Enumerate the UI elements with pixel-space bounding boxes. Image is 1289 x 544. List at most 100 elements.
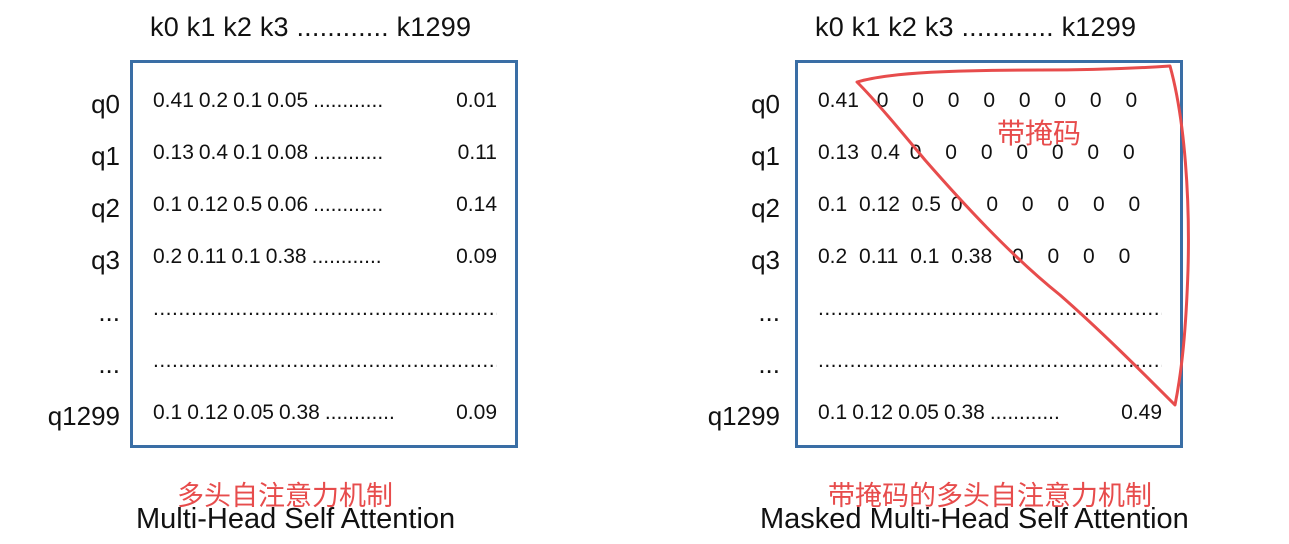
- query-label: ...: [98, 349, 120, 379]
- query-label: q1: [91, 141, 120, 171]
- query-label: q1299: [707, 401, 780, 431]
- matrix-cell: 0.12: [852, 401, 894, 424]
- attention-panel-unmasked: k0 k1 k2 k3 ............ k1299 q0 q1 q2 …: [0, 0, 640, 544]
- ellipsis-filler: ............: [311, 245, 382, 268]
- matrix-cell: 0.38: [278, 401, 320, 424]
- matrix-cell: 0.1: [233, 141, 263, 164]
- matrix-cell-last: 0.01: [456, 89, 497, 112]
- matrix-cell-last: 0.09: [456, 401, 497, 424]
- matrix-cell: 0.13: [153, 141, 194, 164]
- matrix-row: 0.1 0.12 0.05 0.38............ 0.09: [153, 398, 497, 428]
- matrix-cell: 0.1: [153, 193, 183, 216]
- query-label: q3: [91, 245, 120, 275]
- matrix-cell: 0.4: [870, 141, 900, 164]
- matrix-cell-masked: 0: [909, 141, 922, 164]
- keys-header: k0 k1 k2 k3 ............ k1299: [815, 12, 1137, 42]
- matrix-row: 0.1 0.12 0.5 0 0 0 0 0 0: [818, 190, 1162, 220]
- matrix-cell: 0.1: [910, 245, 940, 268]
- matrix-cell-masked: 0: [1125, 89, 1138, 112]
- query-label: ...: [758, 349, 780, 379]
- matrix-cell: 0.1: [818, 401, 848, 424]
- matrix-cell-masked: 0: [1087, 141, 1100, 164]
- ellipsis-filler: ............: [313, 89, 384, 112]
- matrix-cell: 0.06: [267, 193, 309, 216]
- matrix-cell: 0.38: [943, 401, 985, 424]
- matrix-cell: 0.12: [859, 193, 900, 216]
- matrix-row: 0.41 0.2 0.1 0.05............ 0.01: [153, 86, 497, 116]
- matrix-row: 0.1 0.12 0.5 0.06............ 0.14: [153, 190, 497, 220]
- matrix-cell-masked: 0: [1051, 141, 1064, 164]
- matrix-row: 0.41 0 0 0 0 0 0 0 0: [818, 86, 1162, 116]
- matrix-cell: 0.5: [911, 193, 941, 216]
- matrix-cell-masked: 0: [1016, 141, 1029, 164]
- matrix-cell: 0.11: [859, 245, 899, 268]
- matrix-cell: 0.38: [951, 245, 993, 268]
- matrix-cell: 0.2: [818, 245, 848, 268]
- matrix-cell-masked: 0: [947, 89, 960, 112]
- attention-matrix-masked: 0.41 0 0 0 0 0 0 0 0 0.13 0.4 0 0 0 0 0 …: [795, 60, 1183, 448]
- matrix-cell-masked: 0: [1118, 245, 1131, 268]
- keys-header: k0 k1 k2 k3 ............ k1299: [150, 12, 472, 42]
- query-label: q3: [751, 245, 780, 275]
- matrix-cell: 0.1: [231, 245, 261, 268]
- matrix-cell: 0.11: [187, 245, 227, 268]
- matrix-cell-masked: 0: [1057, 193, 1070, 216]
- attention-matrix: 0.41 0.2 0.1 0.05............ 0.01 0.13 0.4 0…: [130, 60, 518, 448]
- matrix-cell: 0.2: [153, 245, 183, 268]
- matrix-cell-masked: 0: [1089, 89, 1102, 112]
- matrix-cell-masked: 0: [1054, 89, 1067, 112]
- matrix-cell-masked: 0: [1122, 141, 1135, 164]
- query-label: q2: [91, 193, 120, 223]
- matrix-row: 0.13 0.4 0 0 0 0 0 0 0: [818, 138, 1162, 168]
- query-label: q1: [751, 141, 780, 171]
- ellipsis-filler: ............: [324, 401, 395, 424]
- matrix-row-ellipsis: ........................................…: [818, 297, 1162, 320]
- query-label: q0: [751, 89, 780, 119]
- matrix-cell-masked: 0: [876, 89, 889, 112]
- mask-triangle-outline: [855, 64, 1190, 407]
- matrix-cell-masked: 0: [1018, 89, 1031, 112]
- attention-panel-masked: k0 k1 k2 k3 ............ k1299 q0 q1 q2 …: [660, 0, 1289, 544]
- matrix-cell-last: 0.14: [456, 193, 497, 216]
- caption-chinese: 多头自注意力机制: [177, 481, 393, 511]
- caption-chinese: 带掩码的多头自注意力机制: [828, 481, 1152, 511]
- matrix-cell: 0.2: [198, 89, 229, 112]
- ellipsis-filler: ............: [313, 141, 384, 164]
- matrix-cell: 0.1: [153, 401, 183, 424]
- ellipsis-filler: ............: [313, 193, 384, 216]
- query-label: q1299: [47, 401, 120, 431]
- matrix-cell: 0.38: [265, 245, 307, 268]
- mask-label: 带掩码: [997, 118, 1082, 149]
- matrix-cell-masked: 0: [912, 89, 924, 112]
- query-label: q0: [91, 89, 120, 119]
- matrix-row-ellipsis: ........................................…: [153, 297, 497, 320]
- mask-outline-path: [855, 64, 1190, 407]
- matrix-cell: 0.13: [818, 141, 859, 164]
- caption-english: Multi-Head Self Attention: [136, 503, 456, 535]
- matrix-cell-masked: 0: [1092, 193, 1105, 216]
- matrix-cell-masked: 0: [945, 141, 957, 164]
- matrix-cell-masked: 0: [983, 89, 995, 112]
- matrix-row-ellipsis: ........................................…: [818, 349, 1162, 372]
- matrix-cell-masked: 0: [1047, 245, 1060, 268]
- matrix-cell: 0.1: [818, 193, 848, 216]
- matrix-cell: 0.05: [898, 401, 939, 424]
- matrix-cell: 0.41: [153, 89, 194, 112]
- matrix-row: 0.2 0.11 0.1 0.38 0 0 0 0: [818, 242, 1162, 272]
- matrix-cell-masked: 0: [980, 141, 993, 164]
- ellipsis-filler: ............: [989, 401, 1060, 424]
- matrix-cell: 0.5: [233, 193, 263, 216]
- matrix-cell-last: 0.11: [457, 141, 497, 164]
- matrix-cell-masked: 0: [1021, 193, 1034, 216]
- query-label: ...: [98, 297, 120, 327]
- matrix-cell-last: 0.49: [1121, 401, 1162, 424]
- matrix-row: 0.1 0.12 0.05 0.38............ 0.49: [818, 398, 1162, 428]
- matrix-cell: 0.05: [233, 401, 274, 424]
- matrix-cell-masked: 0: [1083, 245, 1095, 268]
- matrix-row-ellipsis: ........................................…: [153, 349, 497, 372]
- caption-english: Masked Multi-Head Self Attention: [760, 503, 1189, 535]
- matrix-cell: 0.41: [818, 89, 859, 112]
- matrix-cell: 0.1: [233, 89, 263, 112]
- matrix-cell-masked: 0: [950, 193, 963, 216]
- matrix-cell: 0.4: [198, 141, 229, 164]
